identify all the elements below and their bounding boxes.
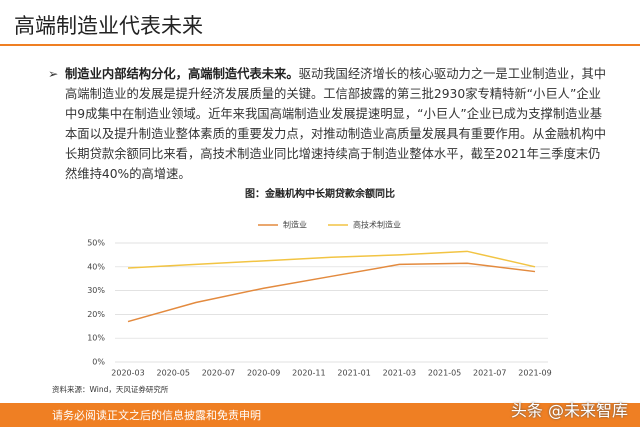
x-tick-label: 2020-05 — [157, 369, 190, 378]
watermark: 头条 @未来智库 — [510, 401, 628, 420]
series-line — [127, 262, 536, 323]
y-tick-label: 50% — [87, 239, 105, 248]
title-rule — [0, 44, 640, 46]
chart-title: 图：金融机构中长期贷款余额同比 — [245, 187, 395, 200]
footer: 请务必阅读正文之后的信息披露和免责申明 — [0, 403, 640, 427]
y-tick-label: 40% — [87, 262, 105, 271]
series-line — [127, 250, 536, 269]
legend-label: 制造业 — [283, 220, 307, 230]
bullet-text: 驱动我国经济增长的核心驱动力之一是工业制造业，其中高端制造业的发展是提升经济发展… — [65, 67, 607, 181]
legend-label: 高技术制造业 — [353, 220, 401, 230]
x-tick-label: 2021-05 — [428, 369, 461, 378]
y-tick-label: 20% — [87, 310, 105, 319]
x-tick-label: 2020-07 — [202, 369, 235, 378]
x-tick-label: 2021-03 — [383, 369, 416, 378]
x-tick-label: 2021-09 — [518, 369, 551, 378]
bullet-body: 制造业内部结构分化，高端制造代表未来。驱动我国经济增长的核心驱动力之一是工业制造… — [65, 64, 608, 184]
y-tick-label: 10% — [87, 334, 105, 343]
x-tick-label: 2020-03 — [111, 369, 144, 378]
bullet-lead: 制造业内部结构分化，高端制造代表未来。 — [65, 67, 299, 81]
x-tick-label: 2021-01 — [337, 369, 370, 378]
footer-text: 请务必阅读正文之后的信息披露和免责申明 — [52, 409, 261, 422]
bullet-arrow: ➢ — [48, 67, 59, 81]
y-tick-label: 0% — [92, 358, 105, 367]
x-tick-label: 2020-11 — [292, 369, 325, 378]
bullet: ➢ 制造业内部结构分化，高端制造代表未来。驱动我国经济增长的核心驱动力之一是工业… — [48, 64, 608, 184]
x-tick-label: 2021-07 — [473, 369, 506, 378]
source: 资料来源：Wind，天风证券研究所 — [52, 384, 169, 394]
x-tick-label: 2020-09 — [247, 369, 280, 378]
y-tick-label: 30% — [87, 286, 105, 295]
page-title: 高端制造业代表未来 — [14, 14, 203, 38]
